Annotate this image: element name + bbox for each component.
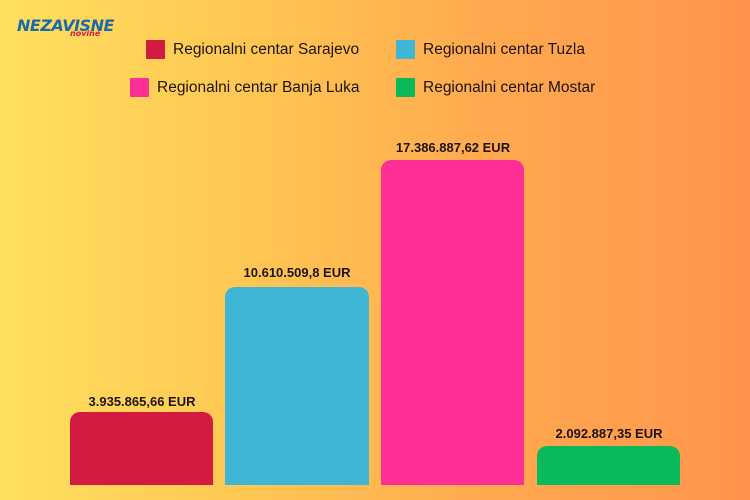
logo-sub: novine bbox=[70, 29, 101, 38]
legend-swatch bbox=[396, 78, 415, 97]
legend-label: Regionalni centar Sarajevo bbox=[173, 40, 360, 58]
bar-value-banja-luka: 17.386.887,62 EUR bbox=[395, 140, 511, 155]
legend-item-banja-luka: Regionalni centar Banja Luka bbox=[130, 78, 360, 97]
logo-main: NEZAVISNE bbox=[17, 16, 114, 35]
legend-swatch bbox=[396, 40, 415, 59]
legend-label: Regionalni centar Mostar bbox=[423, 78, 596, 96]
legend-item-mostar: Regionalni centar Mostar bbox=[396, 78, 595, 97]
legend-label: Regionalni centar Tuzla bbox=[423, 40, 585, 58]
bar-tuzla bbox=[225, 287, 369, 485]
legend-label: Regionalni centar Banja Luka bbox=[157, 78, 360, 96]
legend-swatch bbox=[146, 40, 165, 59]
bar-value-tuzla: 10.610.509,8 EUR bbox=[243, 265, 351, 280]
bar-value-mostar: 2.092.887,35 EUR bbox=[555, 426, 663, 441]
bar-banja-luka bbox=[381, 160, 524, 485]
bar-value-sarajevo: 3.935.865,66 EUR bbox=[88, 394, 196, 409]
legend-swatch bbox=[130, 78, 149, 97]
bar-sarajevo bbox=[70, 412, 213, 485]
bar-mostar bbox=[537, 446, 680, 485]
legend-item-tuzla: Regionalni centar Tuzla bbox=[396, 40, 585, 59]
legend-item-sarajevo: Regionalni centar Sarajevo bbox=[146, 40, 359, 59]
